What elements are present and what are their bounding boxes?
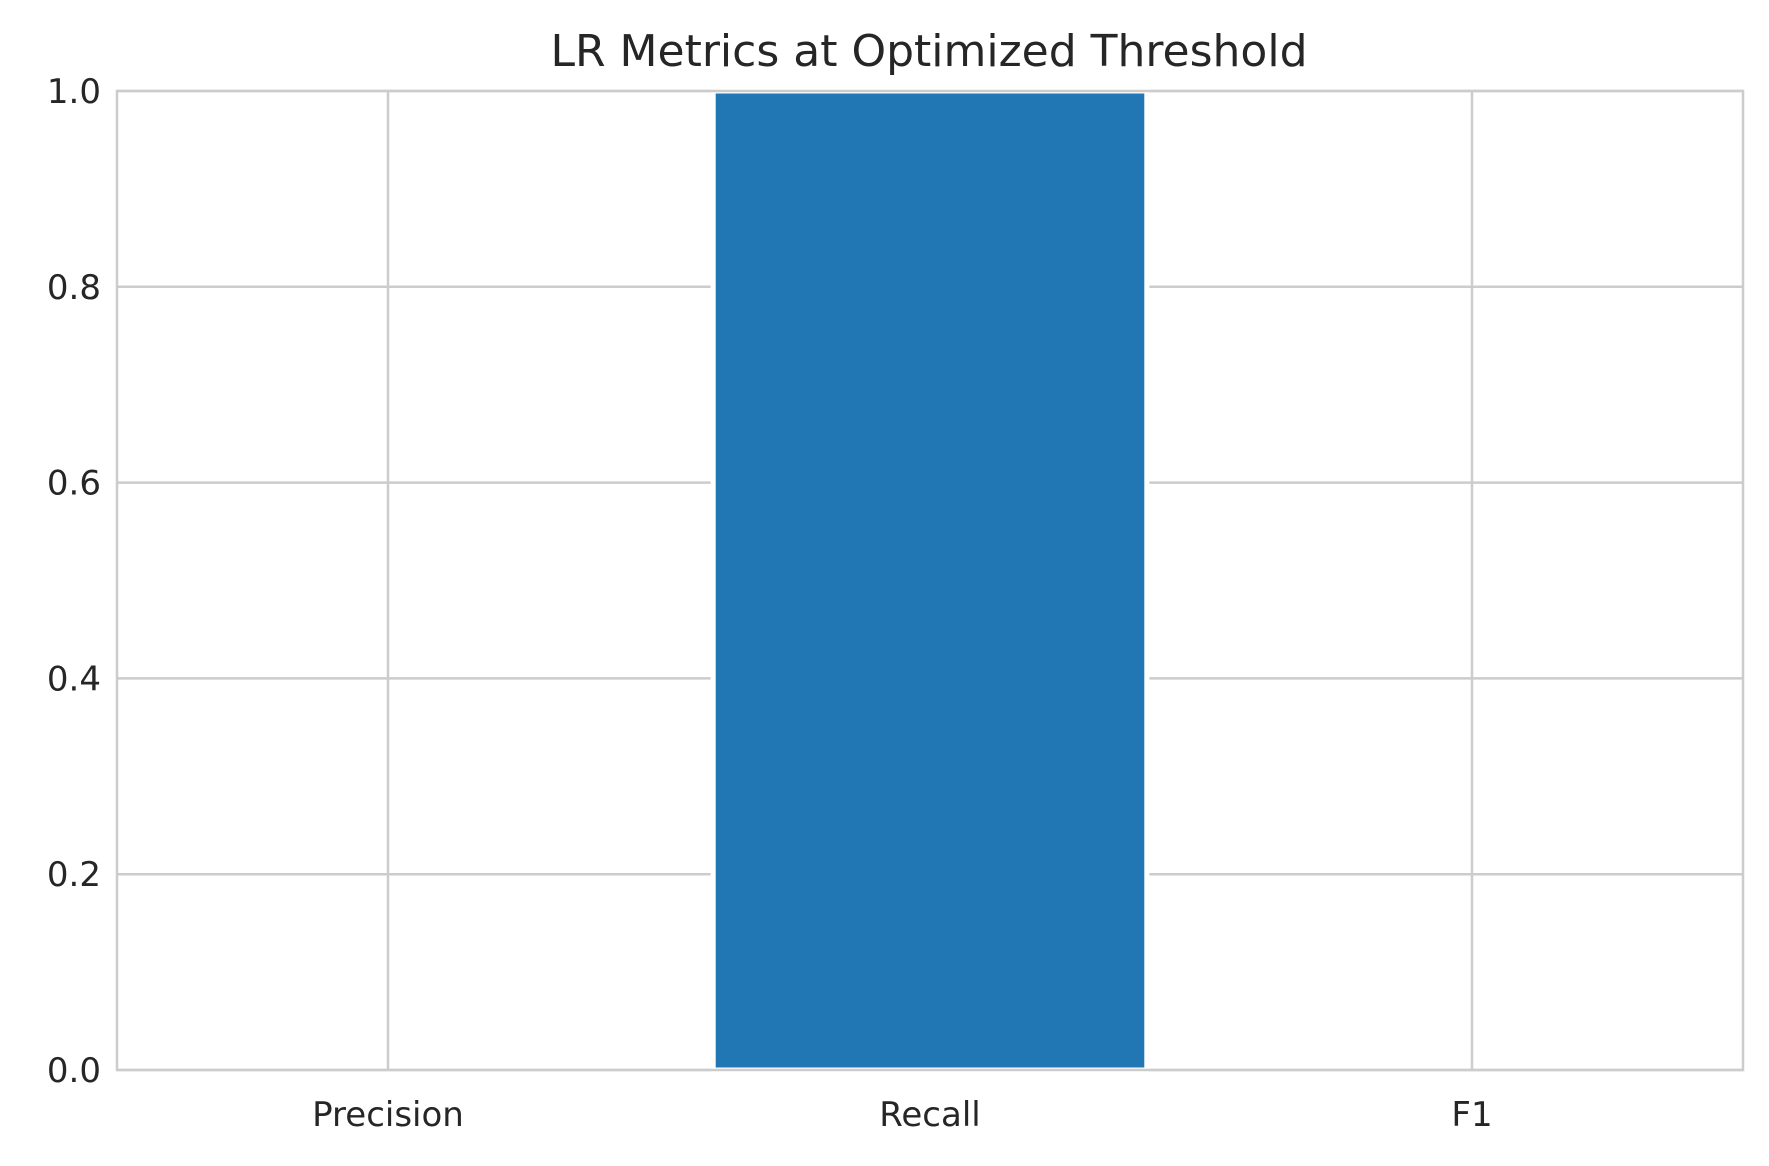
axes-layer (115, 89, 1745, 1072)
labels-layer: 0.0 0.2 0.4 0.6 0.8 1.0 Precision Recall F1 (47, 72, 1493, 1135)
y-tick-label: 0.6 (47, 464, 101, 504)
x-tick-label: Recall (879, 1095, 980, 1135)
y-tick-label: 0.8 (47, 268, 101, 308)
x-tick-label: Precision (312, 1095, 464, 1135)
bars-layer (710, 88, 1150, 1073)
bar-recall (710, 88, 1150, 1073)
y-tick-label: 0.2 (47, 855, 101, 895)
y-tick-label: 0.0 (47, 1051, 101, 1091)
y-tick-label: 1.0 (47, 72, 101, 112)
x-tick-label: F1 (1451, 1095, 1492, 1135)
chart-title: LR Metrics at Optimized Threshold (550, 26, 1307, 77)
plot-frame (115, 89, 1745, 1072)
y-tick-label: 0.4 (47, 659, 101, 699)
